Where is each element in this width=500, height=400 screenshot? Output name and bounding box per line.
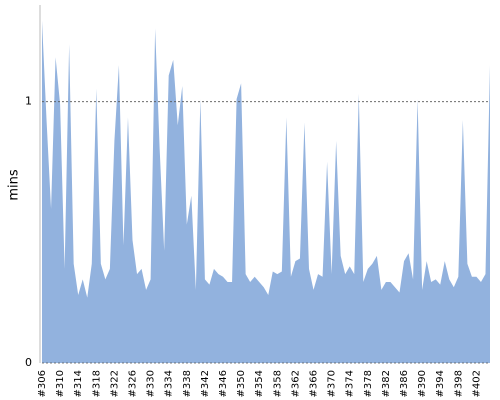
y-tick-label: 1 — [25, 95, 32, 108]
y-tick-label: 0 — [25, 356, 32, 369]
x-tick-label: #374 — [345, 370, 356, 397]
x-tick-label: #330 — [146, 370, 157, 397]
x-tick-label: #318 — [91, 370, 102, 397]
x-tick-label: #350 — [236, 370, 247, 397]
x-tick-label: #310 — [55, 370, 66, 397]
x-tick-label: #362 — [290, 370, 301, 397]
x-tick-label: #358 — [272, 370, 283, 397]
x-tick-label: #354 — [254, 370, 265, 397]
x-tick-label: #342 — [200, 370, 211, 397]
x-tick-label: #386 — [399, 370, 410, 397]
x-tick-label: #314 — [73, 370, 84, 397]
x-tick-label: #338 — [182, 370, 193, 397]
x-tick-label: #346 — [218, 370, 229, 397]
x-tick-label: #398 — [453, 370, 464, 397]
x-tick-label: #394 — [435, 370, 446, 397]
x-tick-label: #334 — [164, 370, 175, 397]
x-tick-label: #378 — [363, 370, 374, 397]
x-tick-label: #382 — [381, 370, 392, 397]
x-tick-label: #326 — [128, 370, 139, 397]
y-axis-label: mins — [7, 169, 22, 201]
x-tick-label: #366 — [309, 370, 320, 397]
x-tick-label: #306 — [37, 370, 48, 397]
x-tick-label: #370 — [327, 370, 338, 397]
x-tick-label: #322 — [109, 370, 120, 397]
area — [42, 20, 490, 363]
x-tick-label: #390 — [417, 370, 428, 397]
x-tick-label: #402 — [471, 370, 482, 397]
